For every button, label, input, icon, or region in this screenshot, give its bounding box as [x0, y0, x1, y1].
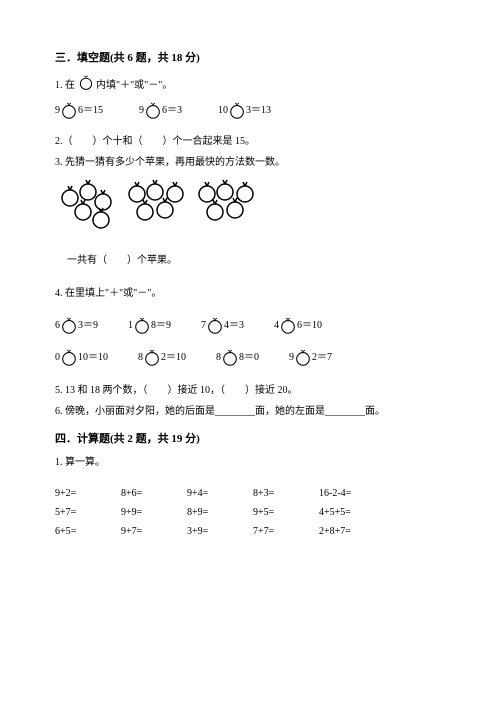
calc-cell: 2+8+7= — [319, 524, 361, 539]
eq: 82＝10 — [138, 349, 186, 367]
q4-row1: 63＝9 18＝9 74＝3 46＝10 — [55, 317, 445, 335]
eq: 010＝10 — [55, 349, 108, 367]
eq-part: 6＝3 — [162, 103, 182, 118]
eq: 92＝7 — [289, 349, 332, 367]
calc-cell: 6+5= — [55, 524, 97, 539]
q4-row2: 010＝10 82＝10 88＝0 92＝7 — [55, 349, 445, 367]
eq-part: 8＝0 — [239, 350, 259, 365]
calc-row: 5+7= 9+9= 8+9= 9+5= 4+5+5= — [55, 505, 445, 520]
eq-part: 4＝3 — [224, 318, 244, 333]
eq-part: 6＝15 — [78, 103, 103, 118]
calc-cell: 8+6= — [121, 486, 163, 501]
eq-part: 6＝10 — [297, 318, 322, 333]
calc-cell: 9+7= — [121, 524, 163, 539]
eq-part: 2＝7 — [312, 350, 332, 365]
eq: 74＝3 — [201, 317, 244, 335]
calc-cell: 9+4= — [187, 486, 229, 501]
calc-cell: 9+9= — [121, 505, 163, 520]
eq: 88＝0 — [216, 349, 259, 367]
apple-icon — [78, 75, 94, 96]
eq-part: 2＝10 — [161, 350, 186, 365]
eq-part: 3＝13 — [246, 103, 271, 118]
eq: 46＝10 — [274, 317, 322, 335]
eq-part: 3＝9 — [78, 318, 98, 333]
eq: 9 6＝15 — [55, 102, 103, 120]
eq: 63＝9 — [55, 317, 98, 335]
calc-cell: 7+7= — [253, 524, 295, 539]
apple-group-image — [55, 178, 445, 239]
eq-part: 8＝9 — [151, 318, 171, 333]
q1-text1: 1. 在 — [55, 79, 75, 90]
q3: 3. 先猜一猜有多少个苹果，再用最快的方法数一数。 — [55, 155, 445, 170]
calc-rows: 9+2= 8+6= 9+4= 8+3= 16-2-4= 5+7= 9+9= 8+9= 9+5= 4… — [55, 486, 445, 539]
calc-cell: 16-2-4= — [319, 486, 361, 501]
q6: 6. 傍晚，小丽面对夕阳，她的后面是________面，她的左面是_______… — [55, 404, 445, 419]
calc-row: 6+5= 9+7= 3+9= 7+7= 2+8+7= — [55, 524, 445, 539]
calc-cell: 4+5+5= — [319, 505, 361, 520]
calc-cell: 8+9= — [187, 505, 229, 520]
calc-cell: 9+2= — [55, 486, 97, 501]
q5: 5. 13 和 18 两个数，（ ）接近 10，（ ）接近 20。 — [55, 383, 445, 398]
calc-cell: 5+7= — [55, 505, 97, 520]
q2: 2.（ ）个十和（ ）个一合起来是 15。 — [55, 134, 445, 149]
eq: 18＝9 — [128, 317, 171, 335]
q1-equations: 9 6＝15 9 6＝3 10 3＝13 — [55, 102, 445, 120]
q3-answer: 一共有（ ）个苹果。 — [67, 253, 445, 268]
section-3-title: 三．填空题(共 6 题，共 18 分) — [55, 50, 445, 67]
eq-part: 10＝10 — [78, 350, 108, 365]
calc-cell: 3+9= — [187, 524, 229, 539]
q4: 4. 在里填上"＋"或"－"。 — [55, 286, 445, 301]
s4-q1: 1. 算一算。 — [55, 455, 445, 470]
eq: 10 3＝13 — [218, 102, 271, 120]
q1: 1. 在 内填"＋"或"－"。 — [55, 75, 445, 96]
calc-row: 9+2= 8+6= 9+4= 8+3= 16-2-4= — [55, 486, 445, 501]
section-4-title: 四．计算题(共 2 题，共 19 分) — [55, 431, 445, 448]
calc-cell: 9+5= — [253, 505, 295, 520]
eq: 9 6＝3 — [139, 102, 182, 120]
q1-text2: 内填"＋"或"－"。 — [96, 79, 172, 90]
eq-part: 10 — [218, 103, 228, 118]
calc-cell: 8+3= — [253, 486, 295, 501]
